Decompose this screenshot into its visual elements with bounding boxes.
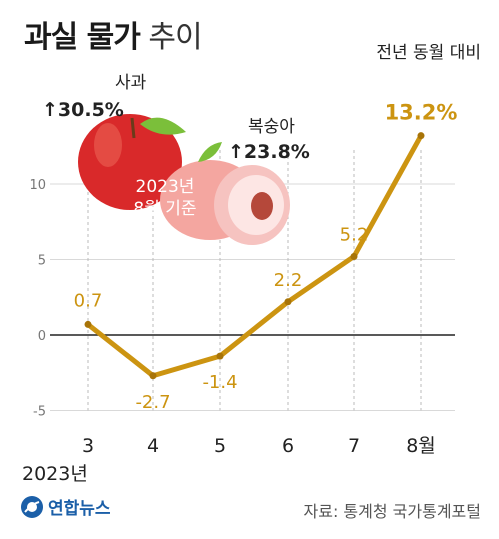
apple-highlight	[94, 123, 122, 167]
x-tick-label: 5	[214, 435, 226, 457]
line-layer	[84, 132, 425, 380]
apple-name: 사과	[115, 73, 147, 93]
peach-name: 복숭아	[248, 117, 295, 137]
apple-leaf-icon	[140, 117, 186, 135]
axis-layer: 10 5 0 -5 3 4 5 6 7 8월 2023년	[22, 178, 436, 485]
fruit-illustration: 사과 ↑30.5% 복숭아 ↑23.8% 2023년 8월 기준	[42, 73, 310, 245]
comparison-basis: 전년 동월 대비	[376, 43, 481, 63]
data-label: 5.2	[340, 224, 369, 245]
data-point	[350, 252, 358, 260]
data-label: -1.4	[202, 372, 237, 393]
agency-name: 연합뉴스	[48, 499, 111, 519]
data-point	[84, 320, 92, 328]
y-tick-label: 0	[38, 329, 46, 344]
x-tick-label: 6	[282, 435, 294, 457]
reference-year: 2023년	[136, 177, 195, 197]
peach-change: ↑23.8%	[228, 141, 310, 163]
y-tick-label: 10	[29, 178, 46, 193]
series-line	[85, 133, 424, 379]
data-label: 2.2	[274, 270, 303, 291]
data-point	[149, 372, 157, 380]
x-tick-label: 8월	[406, 435, 436, 457]
apple-change: ↑30.5%	[42, 99, 124, 121]
agency-logo: 연합뉴스	[20, 494, 111, 519]
x-tick-label: 3	[82, 435, 94, 457]
x-tick-label: 4	[147, 435, 159, 457]
reference-month: 8월 기준	[133, 199, 196, 219]
x-tick-label: 7	[348, 435, 360, 457]
title-light: 추이	[148, 20, 202, 55]
data-label: 13.2%	[385, 101, 458, 125]
data-point	[284, 298, 292, 306]
agency-logo-icon	[21, 495, 43, 518]
apple-stem	[130, 117, 136, 139]
data-label: 0.7	[74, 290, 103, 311]
data-label: -2.7	[135, 392, 170, 413]
x-year-label: 2023년	[22, 463, 88, 485]
data-source: 자료: 통계청 국가통계포털	[303, 502, 481, 521]
data-point	[417, 132, 425, 140]
label-layer: 0.7 -2.7 -1.4 2.2 5.2 13.2%	[74, 101, 458, 413]
y-tick-label: 5	[38, 254, 46, 269]
page-title: 과실 물가 추이	[24, 12, 203, 56]
title-bold: 과실 물가	[24, 20, 141, 55]
data-point	[216, 352, 224, 360]
peach-pit-icon	[251, 192, 273, 220]
y-tick-label: -5	[33, 405, 46, 420]
peach-leaf-icon	[198, 142, 222, 162]
